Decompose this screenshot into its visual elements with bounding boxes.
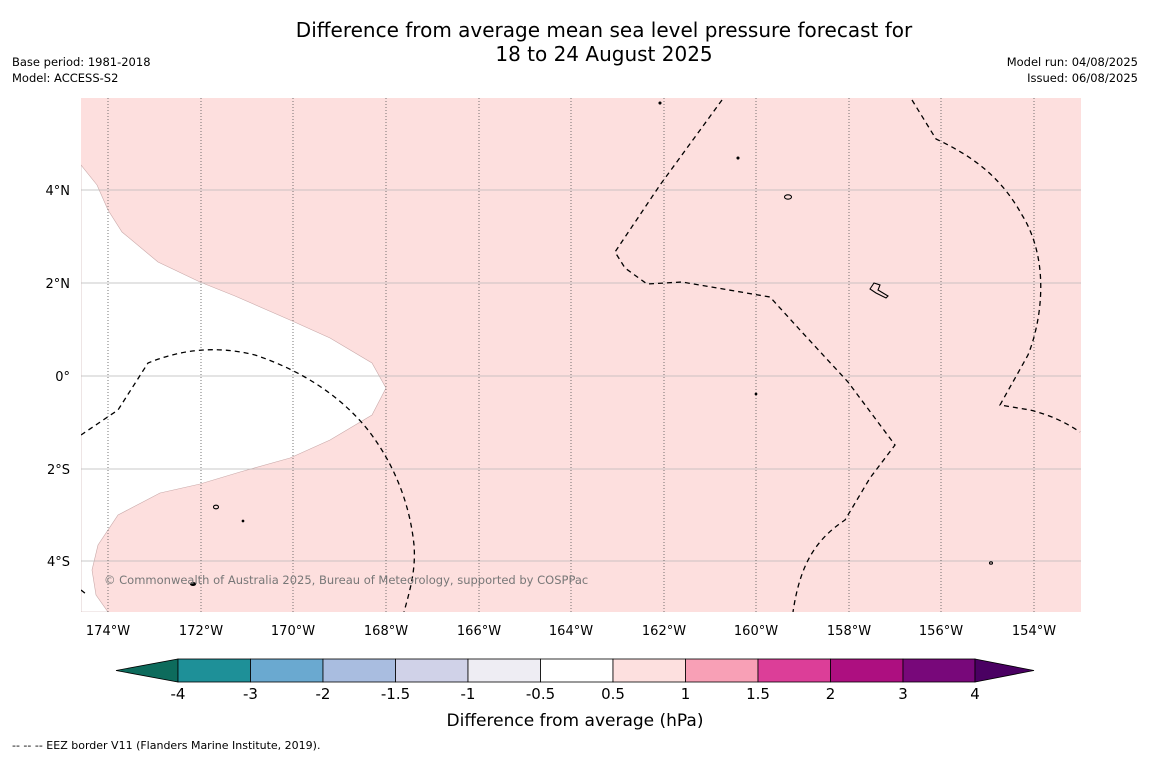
colorbar-bin bbox=[830, 658, 904, 683]
lat-label: 2°N bbox=[46, 277, 71, 292]
colorbar-tick-label: 4 bbox=[970, 685, 980, 703]
title-line-1: Difference from average mean sea level p… bbox=[295, 18, 913, 42]
colorbar-label: Difference from average (hPa) bbox=[447, 711, 704, 731]
colorbar-tick-label: -4 bbox=[171, 685, 186, 703]
lat-label: 4°N bbox=[46, 184, 71, 199]
lat-label: 4°S bbox=[47, 555, 70, 570]
colorbar-tick-label: 1.5 bbox=[746, 685, 770, 703]
lon-label: 162°W bbox=[642, 624, 686, 639]
lon-label: 160°W bbox=[734, 624, 778, 639]
eez-borders bbox=[81, 99, 1081, 612]
lat-label: 2°S bbox=[47, 463, 70, 478]
lon-label: 154°W bbox=[1012, 624, 1056, 639]
island-6 bbox=[736, 156, 740, 160]
lon-label: 168°W bbox=[364, 624, 408, 639]
lon-label: 170°W bbox=[271, 624, 315, 639]
colorbar-tick-label: 0.5 bbox=[601, 685, 625, 703]
colorbar-bin bbox=[902, 658, 976, 683]
eez-border-sw-fragment bbox=[81, 589, 87, 595]
colorbar-bin bbox=[177, 658, 251, 683]
colorbar-tick-label: 2 bbox=[826, 685, 836, 703]
colorbar-bin bbox=[250, 658, 324, 683]
colorbar-tick-label: -2 bbox=[316, 685, 331, 703]
base-period: Base period: 1981-2018 bbox=[12, 55, 151, 69]
copyright-notice: © Commonwealth of Australia 2025, Bureau… bbox=[104, 573, 588, 587]
lon-label: 156°W bbox=[919, 624, 963, 639]
island-3 bbox=[212, 504, 220, 510]
colorbar-high-extend bbox=[974, 658, 1035, 683]
chart-title: Difference from average mean sea level p… bbox=[200, 18, 1008, 66]
lon-label: 166°W bbox=[457, 624, 501, 639]
lat-labels: 4°N 2°N 0° 2°S 4°S bbox=[46, 184, 71, 570]
title-line-2: 18 to 24 August 2025 bbox=[495, 42, 713, 66]
colorbar-tick-label: 3 bbox=[898, 685, 908, 703]
colorbar-ticks: -4 -3 -2 -1.5 -1 -0.5 0.5 1 1.5 2 3 4 bbox=[171, 685, 980, 703]
lon-label: 174°W bbox=[86, 624, 130, 639]
colorbar: -4 -3 -2 -1.5 -1 -0.5 0.5 1 1.5 2 3 4 Di… bbox=[115, 658, 1035, 731]
model-name: Model: ACCESS-S2 bbox=[12, 71, 119, 85]
eez-border-west bbox=[81, 349, 416, 612]
lon-label: 164°W bbox=[549, 624, 593, 639]
issued-date: Issued: 06/08/2025 bbox=[1027, 71, 1138, 85]
colorbar-low-extend bbox=[115, 658, 179, 683]
colorbar-tick-label: -0.5 bbox=[526, 685, 555, 703]
lat-label: 0° bbox=[55, 370, 70, 385]
island-1 bbox=[783, 194, 793, 200]
island-5 bbox=[658, 101, 662, 105]
lon-label: 158°W bbox=[827, 624, 871, 639]
colorbar-bin bbox=[612, 658, 686, 683]
colorbar-tick-label: -1.5 bbox=[381, 685, 410, 703]
colorbar-bin bbox=[467, 658, 541, 683]
colorbar-tick-label: -1 bbox=[461, 685, 476, 703]
meta-right: Model run: 04/08/2025 Issued: 06/08/2025 bbox=[1007, 54, 1138, 86]
eez-border-central bbox=[614, 99, 896, 612]
colorbar-tick-label: 1 bbox=[681, 685, 691, 703]
meta-left: Base period: 1981-2018 Model: ACCESS-S2 bbox=[12, 54, 151, 86]
colorbar-bin bbox=[540, 658, 614, 683]
eez-legend-note: -- -- -- EEZ border V11 (Flanders Marine… bbox=[12, 739, 321, 752]
colorbar-bin bbox=[322, 658, 396, 683]
island-9 bbox=[988, 561, 994, 565]
eez-border-east bbox=[911, 99, 1081, 433]
colorbar-tick-label: -3 bbox=[243, 685, 258, 703]
island-2 bbox=[869, 282, 889, 299]
island-4 bbox=[189, 581, 197, 587]
island-8 bbox=[754, 392, 758, 396]
colorbar-bin bbox=[757, 658, 831, 683]
colorbar-bin bbox=[395, 658, 469, 683]
lon-label: 172°W bbox=[179, 624, 223, 639]
latitude-gridlines bbox=[81, 189, 1081, 562]
islands bbox=[189, 101, 994, 587]
model-run: Model run: 04/08/2025 bbox=[1006, 55, 1138, 69]
lon-labels: 174°W 172°W 170°W 168°W 166°W 164°W 162°… bbox=[86, 624, 1056, 639]
neutral-anomaly-region bbox=[81, 164, 387, 612]
colorbar-bin bbox=[685, 658, 759, 683]
island-7 bbox=[241, 519, 245, 523]
